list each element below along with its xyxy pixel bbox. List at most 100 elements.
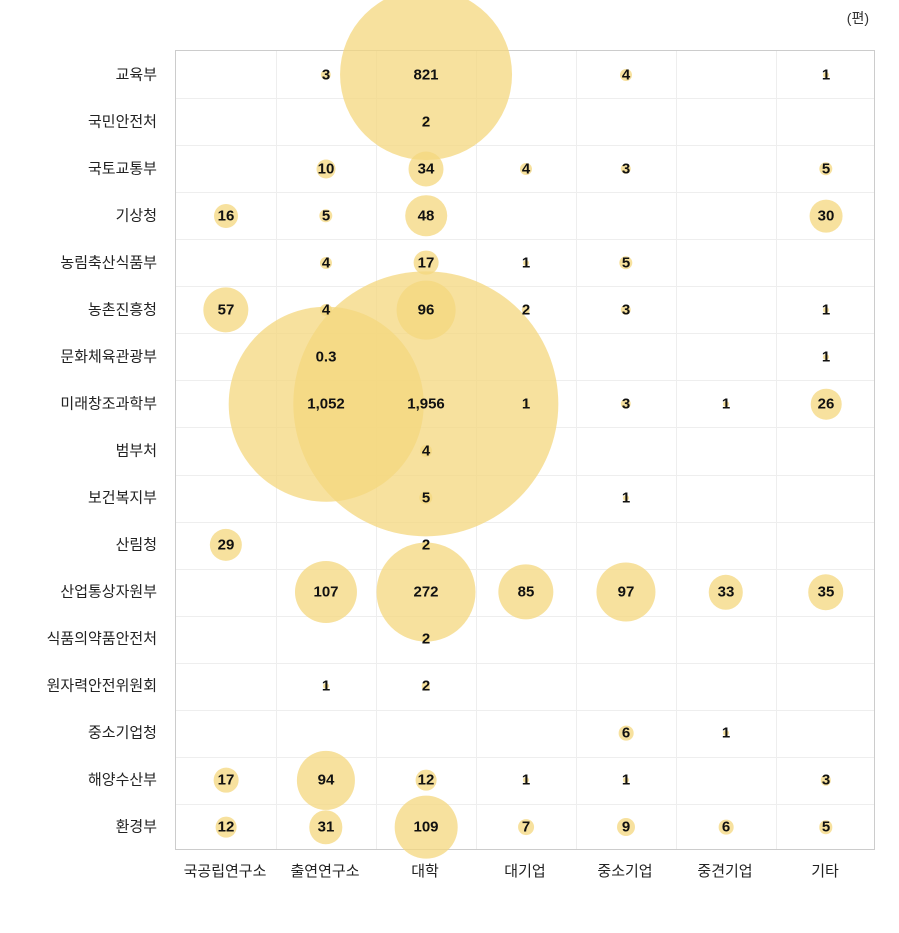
bubble-value: 33 [718, 584, 735, 601]
grid-line-v [776, 51, 777, 849]
bubble-value: 3 [622, 301, 630, 318]
bubble-value: 2 [422, 678, 430, 695]
unit-label: (편) [847, 8, 869, 28]
bubble-value: 1 [822, 301, 830, 318]
y-axis-label: 해양수산부 [0, 769, 165, 790]
y-axis-label: 문화체육관광부 [0, 345, 165, 366]
grid-line-v [676, 51, 677, 849]
bubble-value: 1 [622, 490, 630, 507]
bubble-value: 2 [422, 537, 430, 554]
bubble-value: 3 [322, 66, 330, 83]
bubble-value: 821 [413, 66, 438, 83]
bubble-value: 1,956 [407, 395, 445, 412]
bubble-value: 4 [622, 66, 630, 83]
bubble-value: 29 [218, 537, 235, 554]
bubble-value: 17 [418, 254, 435, 271]
x-axis-label: 대학 [411, 860, 439, 881]
y-axis-label: 중소기업청 [0, 722, 165, 743]
bubble-value: 3 [622, 395, 630, 412]
x-axis-label: 국공립연구소 [184, 860, 267, 881]
y-axis-label: 환경부 [0, 816, 165, 837]
y-axis-label: 산업통상자원부 [0, 581, 165, 602]
y-axis-label: 원자력안전위원회 [0, 675, 165, 696]
bubble-value: 34 [418, 160, 435, 177]
grid-line-h [176, 145, 874, 146]
grid-line-v [576, 51, 577, 849]
y-axis-label: 식품의약품안전처 [0, 628, 165, 649]
bubble-value: 16 [218, 207, 235, 224]
y-axis-label: 농촌진흥청 [0, 298, 165, 319]
bubble-value: 12 [218, 819, 235, 836]
y-axis-label: 국민안전처 [0, 110, 165, 131]
grid-line-h [176, 663, 874, 664]
bubble-value: 7 [522, 819, 530, 836]
bubble-value: 1 [322, 678, 330, 695]
bubble-value: 4 [422, 443, 430, 460]
bubble-value: 17 [218, 772, 235, 789]
bubble-value: 107 [313, 584, 338, 601]
bubble-value: 5 [822, 819, 830, 836]
grid-line-h [176, 710, 874, 711]
bubble-value: 109 [413, 819, 438, 836]
y-axis-label: 농림축산식품부 [0, 251, 165, 272]
bubble-value: 97 [618, 584, 635, 601]
bubble-value: 1 [522, 254, 530, 271]
x-axis-label: 중소기업 [597, 860, 652, 881]
bubble-value: 2 [422, 113, 430, 130]
bubble-value: 1 [722, 725, 730, 742]
bubble-value: 4 [522, 160, 530, 177]
grid-line-h [176, 239, 874, 240]
grid-line-h [176, 192, 874, 193]
bubble-value: 4 [322, 254, 330, 271]
bubble-value: 30 [818, 207, 835, 224]
bubble-value: 5 [822, 160, 830, 177]
bubble-value: 10 [318, 160, 335, 177]
grid-line-h [176, 757, 874, 758]
y-axis-label: 국토교통부 [0, 157, 165, 178]
bubble-value: 1 [522, 395, 530, 412]
bubble-value: 1 [522, 772, 530, 789]
bubble-value: 3 [822, 772, 830, 789]
bubble-value: 9 [622, 819, 630, 836]
bubble-value: 2 [522, 301, 530, 318]
x-axis-label: 중견기업 [697, 860, 752, 881]
grid-line-h [176, 98, 874, 99]
y-axis-label: 교육부 [0, 63, 165, 84]
bubble-value: 3 [622, 160, 630, 177]
bubble-value: 5 [622, 254, 630, 271]
bubble-value: 2 [422, 631, 430, 648]
bubble-value: 85 [518, 584, 535, 601]
y-axis-label: 산림청 [0, 534, 165, 555]
y-axis-label: 범부처 [0, 440, 165, 461]
bubble-value: 12 [418, 772, 435, 789]
bubble-value: 48 [418, 207, 435, 224]
x-axis-label: 출연연구소 [290, 860, 359, 881]
bubble-value: 4 [322, 301, 330, 318]
bubble-value: 57 [218, 301, 235, 318]
bubble-value: 96 [418, 301, 435, 318]
bubble-value: 26 [818, 395, 835, 412]
bubble-value: 1 [822, 66, 830, 83]
bubble-value: 0.3 [316, 348, 337, 365]
x-axis-label: 대기업 [504, 860, 545, 881]
bubble-chart-plot: 38214121034435165483041715574962310.311,… [175, 50, 875, 850]
grid-line-h [176, 522, 874, 523]
bubble-value: 5 [422, 490, 430, 507]
grid-line-h [176, 804, 874, 805]
bubble-value: 6 [622, 725, 630, 742]
y-axis-label: 보건복지부 [0, 487, 165, 508]
x-axis-label: 기타 [811, 860, 839, 881]
bubble-value: 94 [318, 772, 335, 789]
bubble-value: 5 [322, 207, 330, 224]
y-axis-label: 기상청 [0, 204, 165, 225]
bubble-value: 31 [318, 819, 335, 836]
bubble-value: 1 [622, 772, 630, 789]
bubble-value: 272 [413, 584, 438, 601]
bubble-value: 1 [722, 395, 730, 412]
bubble-value: 35 [818, 584, 835, 601]
bubble-value: 1 [822, 348, 830, 365]
y-axis-label: 미래창조과학부 [0, 392, 165, 413]
bubble-value: 6 [722, 819, 730, 836]
bubble-value: 1,052 [307, 395, 345, 412]
grid-line-h [176, 286, 874, 287]
